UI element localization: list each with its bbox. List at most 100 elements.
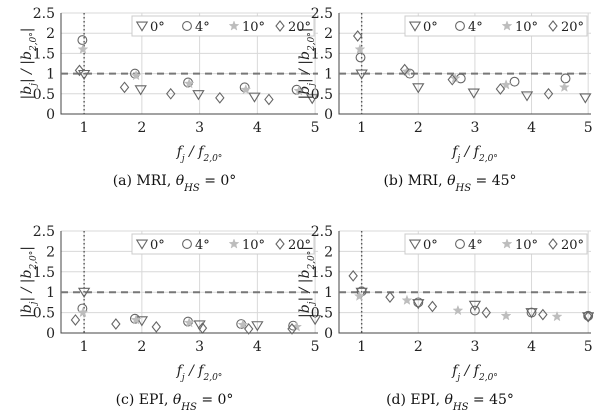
legend-label: 4° [468, 20, 483, 35]
data-point-10deg [500, 79, 512, 90]
data-point-20deg [538, 308, 548, 321]
data-point-20deg [166, 87, 176, 100]
data-point-10deg [558, 81, 570, 92]
y-tick-label: 2.5 [33, 6, 55, 22]
x-tick-label: 5 [311, 339, 320, 355]
x-tick-label: 5 [311, 120, 320, 136]
data-point-0deg [77, 287, 91, 298]
x-tick-label: 4 [253, 120, 262, 136]
x-axis-label: fj / f2,0° [176, 144, 223, 164]
data-point-20deg [243, 323, 254, 335]
legend-label: 4° [195, 238, 210, 253]
data-point-20deg [111, 318, 121, 330]
data-point-0deg [134, 85, 147, 96]
y-axis-label: |bj| / |b2,0°| [19, 27, 39, 99]
legend-marker [548, 20, 558, 32]
y-axis-label: |bj| / |b2,0°| [19, 246, 39, 318]
y-tick-label: 1 [46, 67, 55, 83]
y-tick-label: 1 [324, 67, 333, 83]
data-point-0deg [193, 320, 206, 331]
data-point-20deg [197, 322, 208, 334]
legend: 0° 4° 10° 20° [404, 233, 588, 255]
legend-label: 0° [423, 20, 438, 35]
data-point-4deg [355, 52, 366, 63]
y-tick-label: 2 [46, 244, 55, 260]
data-point-4deg [77, 35, 88, 46]
y-tick-label: 0 [46, 107, 55, 123]
legend-label: 4° [195, 20, 210, 35]
legend-label: 10° [515, 20, 538, 35]
data-point-0deg [468, 300, 482, 311]
legend-marker [182, 21, 192, 31]
y-tick-label: 0.5 [33, 87, 55, 103]
legend-box [404, 233, 588, 255]
y-tick-label: 2 [324, 244, 333, 260]
data-point-20deg [151, 320, 161, 333]
y-axis-label: |bj| / |b2,0°| [297, 246, 317, 318]
axis-frame [60, 13, 318, 115]
data-point-4deg [413, 297, 424, 308]
data-point-10deg [237, 319, 249, 330]
x-tick-label: 4 [253, 339, 262, 355]
data-point-10deg [452, 304, 464, 316]
data-point-10deg [77, 306, 89, 318]
data-point-4deg [526, 307, 537, 318]
legend-label: 4° [468, 238, 483, 253]
data-point-20deg [74, 64, 85, 77]
legend-label: 20° [288, 20, 311, 35]
data-point-10deg [354, 43, 366, 54]
chart-panel-2: 0 0.5 1 1.5 2 2.5 1 2 3 4 5 |bj| / |b2,0°| fj / f2,0… [297, 6, 593, 194]
panel-caption: (d) EPI, θHS = 45° [386, 392, 514, 413]
legend-label: 20° [561, 238, 584, 253]
legend-box [131, 15, 315, 37]
data-point-0deg [308, 315, 322, 326]
data-point-20deg [583, 310, 593, 323]
legend-marker [135, 239, 149, 250]
data-point-10deg [551, 310, 563, 322]
x-tick-label: 3 [470, 120, 479, 136]
x-tick-label: 2 [137, 120, 146, 136]
x-tick-label: 1 [357, 120, 366, 136]
y-tick-label: 0 [324, 107, 333, 123]
x-tick-label: 5 [584, 120, 593, 136]
legend-marker [408, 239, 422, 250]
data-point-10deg [130, 69, 142, 81]
legend-label: 0° [150, 20, 165, 35]
legend-marker [135, 21, 149, 32]
axis-frame [338, 231, 591, 334]
x-tick-label: 4 [527, 339, 536, 355]
legend-label: 10° [515, 238, 538, 253]
data-point-4deg [509, 76, 520, 87]
legend-label: 0° [150, 238, 165, 253]
axis-frame [60, 231, 318, 334]
data-point-10deg [183, 77, 195, 89]
y-tick-label: 1.5 [311, 265, 333, 281]
y-tick-label: 0.5 [311, 306, 333, 322]
y-tick-label: 2.5 [311, 6, 333, 22]
y-tick-label: 0 [324, 326, 333, 342]
data-point-20deg [385, 291, 395, 303]
legend-marker [501, 20, 513, 31]
legend-marker [182, 239, 192, 249]
data-point-10deg [183, 317, 195, 328]
data-point-0deg [135, 316, 149, 327]
legend-marker [501, 238, 513, 249]
y-tick-label: 1.5 [33, 46, 55, 62]
legend-marker [455, 239, 465, 249]
legend-label: 20° [288, 238, 311, 253]
legend-marker [228, 20, 240, 31]
data-point-0deg [581, 312, 594, 323]
data-point-10deg [130, 314, 142, 325]
data-point-10deg [293, 85, 305, 96]
legend: 0° 4° 10° 20° [404, 15, 588, 37]
data-point-20deg [287, 323, 297, 335]
x-tick-label: 1 [80, 120, 89, 136]
data-point-0deg [77, 69, 91, 81]
data-point-20deg [348, 269, 358, 282]
legend: 0° 4° 10° 20° [131, 233, 315, 255]
data-point-0deg [520, 91, 534, 102]
x-tick-label: 5 [584, 339, 593, 355]
data-point-0deg [467, 88, 480, 99]
data-point-0deg [306, 94, 319, 105]
legend-label: 10° [242, 20, 265, 35]
